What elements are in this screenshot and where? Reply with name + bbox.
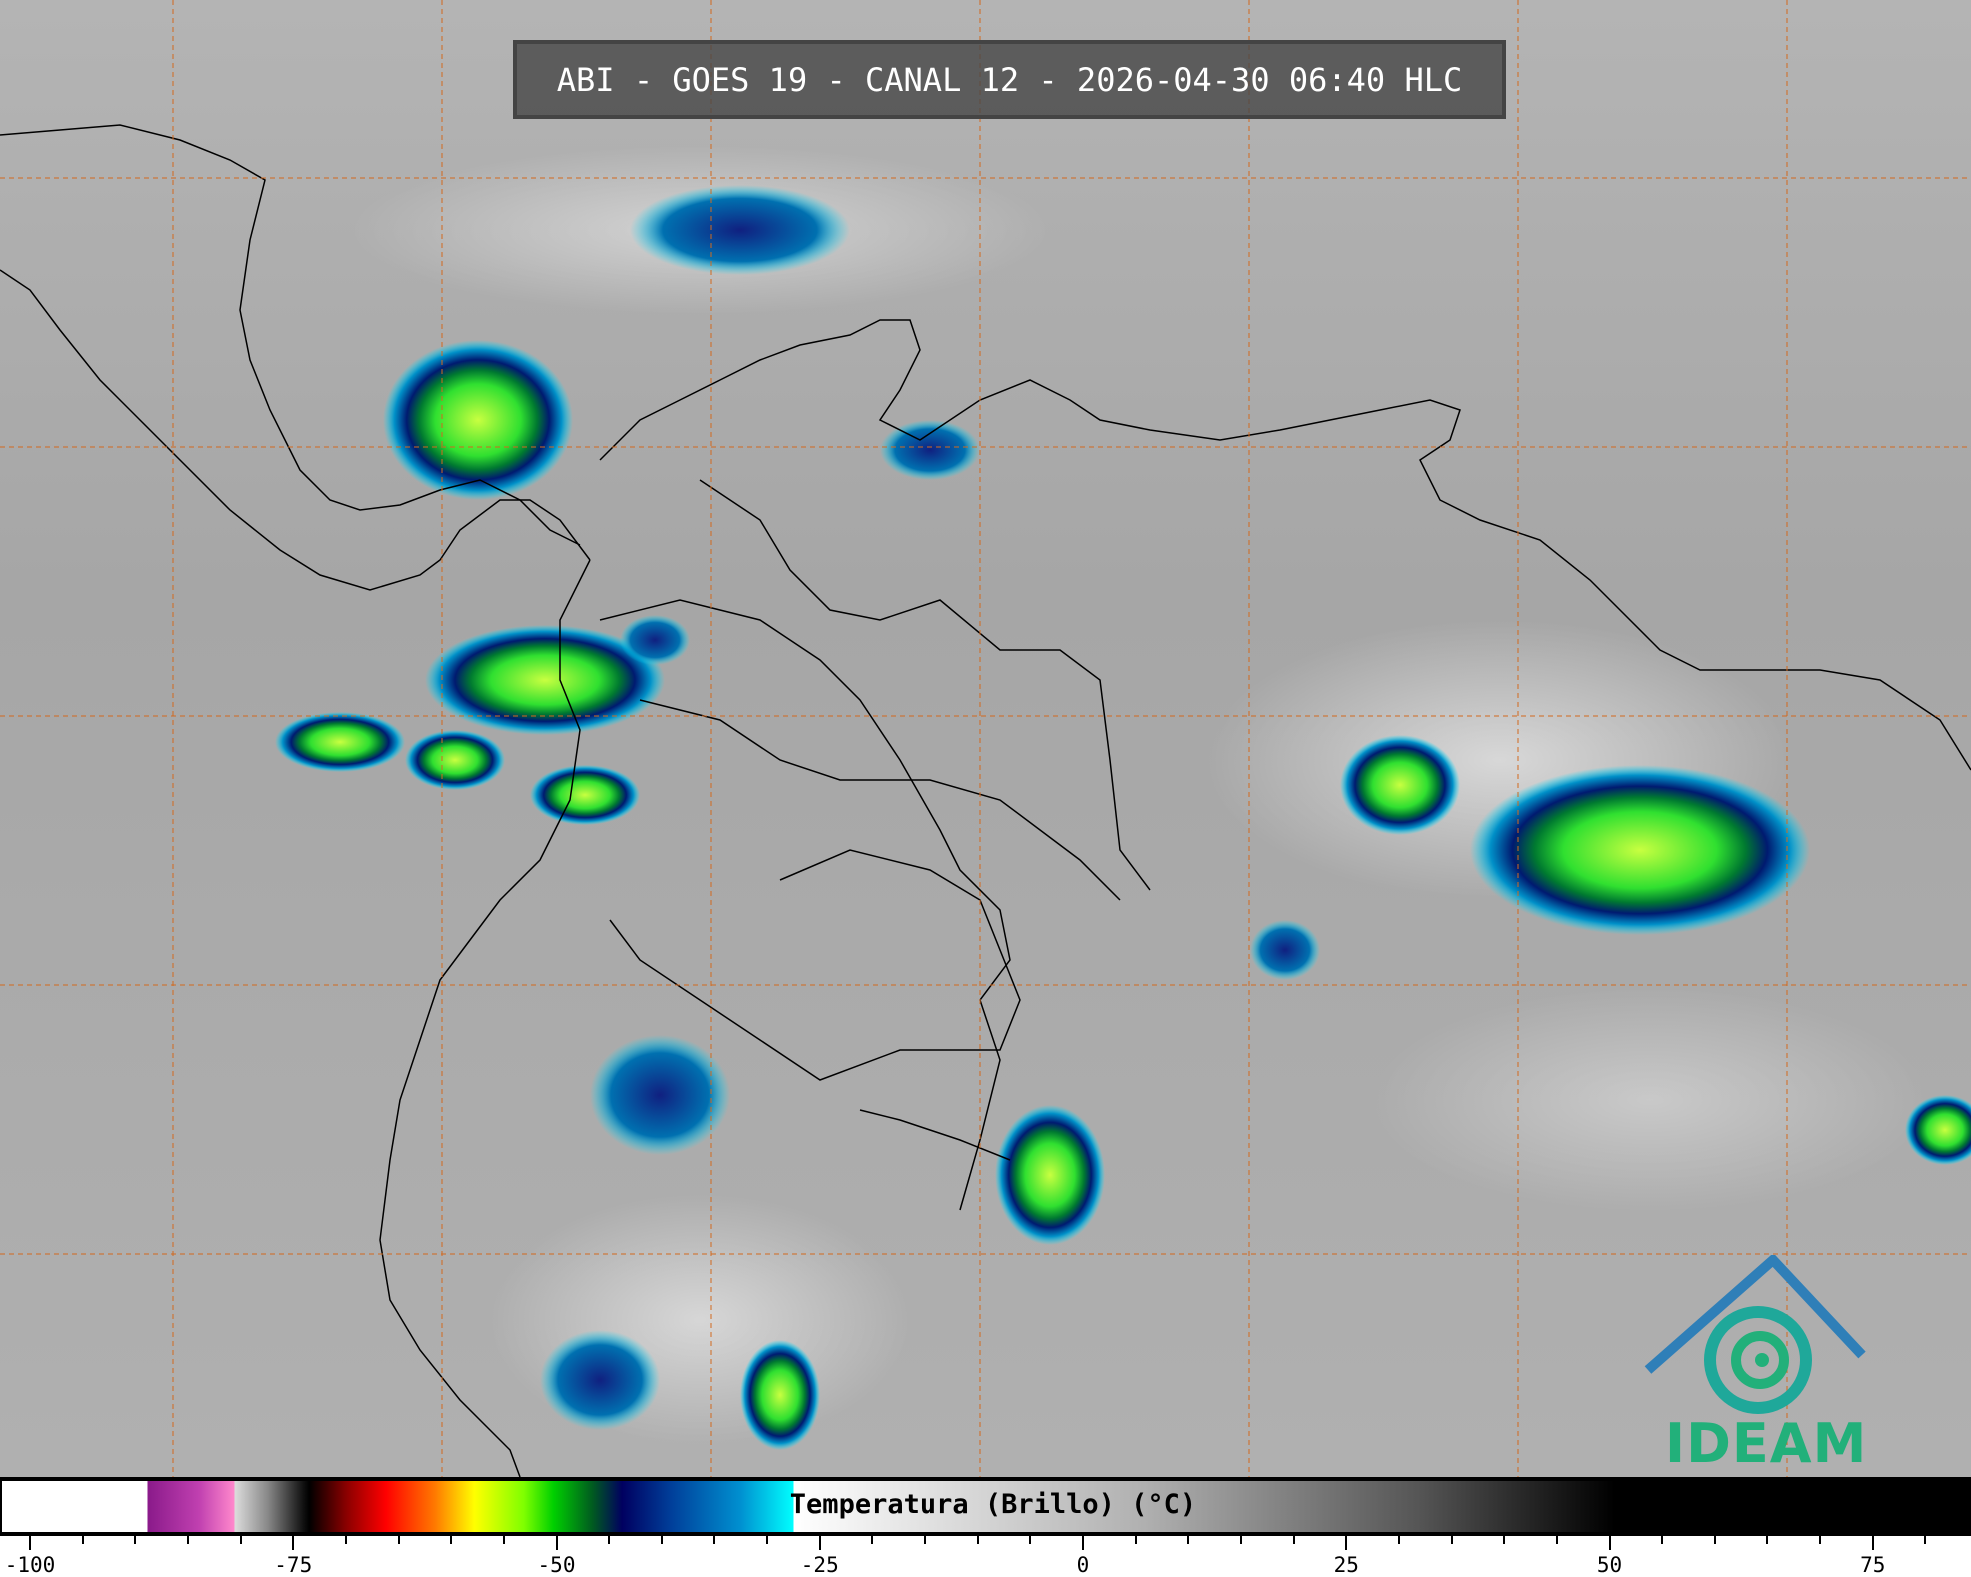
convective-cloud <box>630 185 850 275</box>
colorbar-label: Temperatura (Brillo) (°C) <box>789 1489 1197 1520</box>
minor-tick <box>1555 1536 1558 1544</box>
minor-tick <box>134 1536 137 1544</box>
minor-tick <box>1292 1536 1295 1544</box>
major-tick <box>292 1536 295 1550</box>
minor-tick <box>1661 1536 1664 1544</box>
minor-tick <box>1713 1536 1716 1544</box>
major-tick <box>1082 1536 1084 1550</box>
minor-tick <box>660 1536 663 1544</box>
minor-tick <box>766 1536 769 1544</box>
tick-label: -25 <box>800 1553 839 1577</box>
tick-label: 50 <box>1596 1553 1623 1577</box>
minor-tick <box>1450 1536 1453 1544</box>
colorbar-gradient <box>2 1481 1971 1532</box>
tick-label: 0 <box>1076 1553 1090 1577</box>
cloud-layer <box>275 185 1971 1450</box>
convective-cloud <box>740 1340 820 1450</box>
minor-tick <box>976 1536 979 1544</box>
convective-cloud <box>1905 1095 1971 1165</box>
major-tick <box>29 1536 31 1550</box>
ideam-logo-icon <box>1644 1253 1866 1414</box>
minor-tick <box>239 1536 242 1544</box>
convective-cloud <box>590 1035 730 1155</box>
colorbar: Temperatura (Brillo) (°C) <box>0 1477 1971 1536</box>
convective-cloud <box>880 420 980 480</box>
major-tick <box>555 1536 558 1550</box>
minor-tick <box>1029 1536 1032 1544</box>
colorbar-axis: -100 -75 -50 -25 0 25 50 75 <box>0 1536 1971 1577</box>
ideam-logo <box>1640 1253 1870 1470</box>
convective-cloud <box>1470 765 1810 935</box>
ideam-logo-text: IDEAM <box>1665 1412 1868 1475</box>
convective-cloud <box>540 1330 660 1430</box>
minor-tick <box>450 1536 453 1544</box>
convective-cloud <box>383 340 573 500</box>
convective-cloud <box>405 730 505 790</box>
convective-cloud <box>1340 735 1460 835</box>
convective-cloud <box>425 625 665 735</box>
convective-cloud <box>1250 920 1320 980</box>
tick-label: -50 <box>537 1553 576 1577</box>
minor-tick <box>1503 1536 1506 1544</box>
minor-tick <box>1187 1536 1190 1544</box>
major-tick <box>818 1536 821 1550</box>
convective-cloud <box>620 615 690 665</box>
minor-tick <box>81 1536 84 1544</box>
tick-label: -100 <box>4 1553 56 1577</box>
convective-cloud <box>995 1105 1105 1245</box>
major-tick <box>1345 1536 1348 1550</box>
tick-label: 75 <box>1860 1553 1886 1577</box>
map-title: ABI - GOES 19 - CANAL 12 - 2026-04-30 06… <box>513 40 1506 119</box>
minor-tick <box>608 1536 611 1544</box>
minor-tick <box>1134 1536 1137 1544</box>
minor-tick <box>186 1536 189 1544</box>
minor-tick <box>502 1536 505 1544</box>
major-tick <box>1608 1536 1611 1550</box>
minor-tick <box>1766 1536 1769 1544</box>
minor-tick <box>397 1536 400 1544</box>
convective-cloud <box>530 765 640 825</box>
minor-tick <box>344 1536 347 1544</box>
minor-tick <box>1819 1536 1822 1544</box>
minor-tick <box>871 1536 874 1544</box>
coastlines <box>0 124 1971 1477</box>
lat-lon-grid <box>0 0 1971 1477</box>
major-tick <box>1871 1536 1874 1550</box>
tick-label: -75 <box>274 1553 313 1577</box>
minor-tick <box>1397 1536 1400 1544</box>
convective-cloud <box>275 712 405 772</box>
minor-tick <box>713 1536 716 1544</box>
minor-tick <box>1239 1536 1242 1544</box>
minor-tick <box>1924 1536 1927 1544</box>
tick-label: 25 <box>1333 1553 1359 1577</box>
minor-tick <box>924 1536 927 1544</box>
satellite-map <box>0 0 1971 1477</box>
